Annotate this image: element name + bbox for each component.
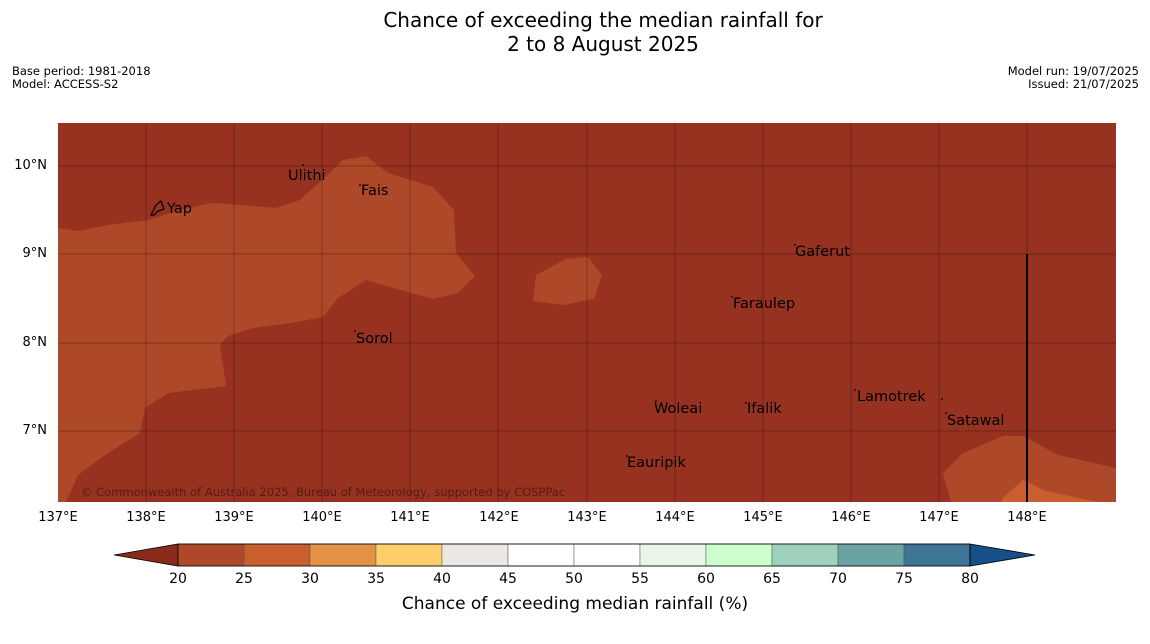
colorbar-extend-high (969, 543, 1036, 567)
region-25-30-southeast (943, 436, 1116, 502)
place-label-ulithi: Ulithi (288, 168, 326, 184)
lon-label-144e: 144°E (655, 510, 695, 525)
place-label-faraulep: Faraulep (733, 296, 795, 312)
place-label-eauripik: Eauripik (627, 455, 686, 471)
place-label-gaferut: Gaferut (795, 244, 850, 260)
lon-label-148e: 148°E (1007, 510, 1047, 525)
copyright-text: © Commonwealth of Australia 2025, Bureau… (81, 485, 565, 499)
lon-label-143e: 143°E (567, 510, 607, 525)
colorbar-bin (507, 543, 575, 567)
lon-label-146e: 146°E (831, 510, 871, 525)
colorbar-tick-label: 75 (895, 571, 913, 587)
place-label-lamotrek: Lamotrek (857, 389, 926, 405)
lon-label-145e: 145°E (743, 510, 783, 525)
colorbar-tick-label: 40 (433, 571, 451, 587)
colorbar-bin (705, 543, 773, 567)
place-label-sorol: Sorol (356, 331, 393, 347)
region-25-30-west (58, 156, 475, 502)
lat-label-10n: 10°N (14, 158, 47, 173)
meta-right: Model run: 19/07/2025 Issued: 21/07/2025 (1008, 65, 1139, 91)
colorbar-tick-label: 55 (631, 571, 649, 587)
lon-label-140e: 140°E (302, 510, 342, 525)
meta-left: Base period: 1981-2018 Model: ACCESS-S2 (12, 65, 151, 91)
colorbar-tick-label: 65 (763, 571, 781, 587)
place-label-fais: Fais (361, 183, 388, 199)
place-label-yap: Yap (166, 201, 192, 217)
lat-label-7n: 7°N (22, 423, 48, 438)
colorbar: 20 25 30 35 40 45 50 55 60 65 70 75 80 (113, 543, 1036, 592)
lon-label-141e: 141°E (390, 510, 430, 525)
chart-title: Chance of exceeding the median rainfall … (0, 8, 1150, 56)
colorbar-title: Chance of exceeding median rainfall (%) (401, 594, 749, 614)
title-line-2: 2 to 8 August 2025 (507, 32, 699, 56)
title-line-1: Chance of exceeding the median rainfall … (383, 8, 823, 32)
colorbar-tick-label: 20 (169, 571, 187, 587)
colorbar-bin (309, 543, 377, 567)
lon-label-147e: 147°E (919, 510, 959, 525)
colorbar-tick-label: 25 (235, 571, 253, 587)
region-30-35-southeast (1001, 480, 1098, 502)
colorbar-tick-label: 70 (829, 571, 847, 587)
region-25-30-blob (533, 257, 602, 305)
place-label-satawal: Satawal (947, 413, 1004, 429)
colorbar-extend-low (113, 543, 179, 567)
place-label-woleai: Woleai (654, 401, 702, 417)
graticule (58, 123, 1116, 502)
colorbar-tick-label: 60 (697, 571, 715, 587)
lat-label-9n: 9°N (22, 246, 48, 261)
colorbar-bin (375, 543, 443, 567)
place-label-ifalik: Ifalik (747, 401, 782, 417)
colorbar-bin (639, 543, 707, 567)
lon-label-142e: 142°E (479, 510, 519, 525)
issued-date: Issued: 21/07/2025 (1028, 77, 1139, 91)
colorbar-bin (243, 543, 311, 567)
colorbar-bin (771, 543, 839, 567)
colorbar-tick-label: 50 (565, 571, 583, 587)
colorbar-tick-label: 30 (301, 571, 319, 587)
map-svg: Yap Ulithi Fais Gaferut Faraulep Sorol L… (58, 123, 1116, 502)
island-markers (302, 164, 947, 457)
map-panel: Yap Ulithi Fais Gaferut Faraulep Sorol L… (58, 123, 1116, 502)
colorbar-frame (177, 543, 971, 567)
lon-label-139e: 139°E (214, 510, 254, 525)
base-period: Base period: 1981-2018 (12, 64, 151, 78)
colorbar-tick-label: 80 (961, 571, 979, 587)
yap-island-icon (150, 200, 165, 216)
lat-label-8n: 8°N (22, 335, 48, 350)
colorbar-bin (837, 543, 905, 567)
colorbar-tick-label: 45 (499, 571, 517, 587)
colorbar-tick-label: 35 (367, 571, 385, 587)
colorbar-segments (113, 543, 1036, 567)
colorbar-bin (573, 543, 641, 567)
colorbar-svg: 20 25 30 35 40 45 50 55 60 65 70 75 80 (113, 543, 1036, 587)
lon-label-138e: 138°E (126, 510, 166, 525)
colorbar-bin (903, 543, 971, 567)
colorbar-tick-labels: 20 25 30 35 40 45 50 55 60 65 70 75 80 (169, 571, 979, 587)
colorbar-bin (441, 543, 509, 567)
colorbar-bin (177, 543, 245, 567)
model-run: Model run: 19/07/2025 (1007, 64, 1139, 78)
model-name: Model: ACCESS-S2 (12, 77, 119, 91)
lon-label-137e: 137°E (38, 510, 78, 525)
